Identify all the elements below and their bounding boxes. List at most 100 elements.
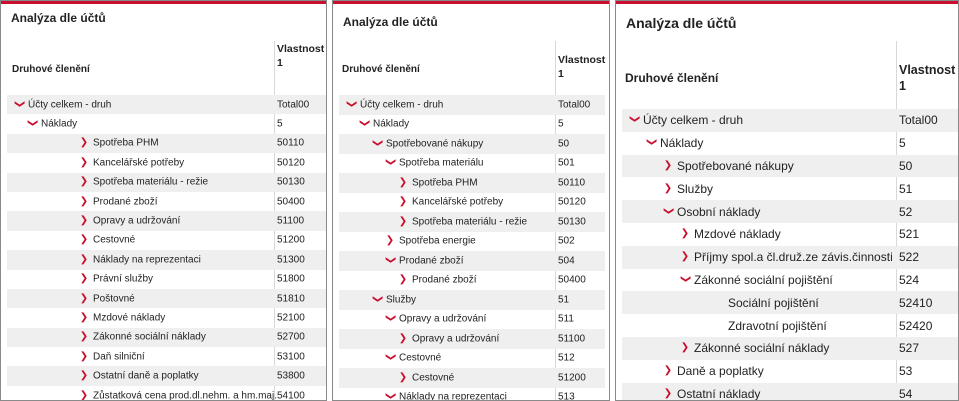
tree-row[interactable]: ❯ Náklady na reprezentaci 513 — [339, 388, 605, 401]
chevron-right-icon[interactable]: ❯ — [663, 365, 673, 377]
chevron-right-icon[interactable]: ❯ — [398, 332, 408, 344]
chevron-right-icon[interactable]: ❯ — [79, 331, 89, 343]
tree-row[interactable]: ❯ Zůstatková cena prod.dl.nehm. a hm.maj.… — [7, 386, 326, 401]
chevron-right-icon[interactable]: ❯ — [79, 253, 89, 265]
chevron-down-icon[interactable]: ❯ — [346, 99, 357, 108]
chevron-right-icon[interactable]: ❯ — [398, 215, 408, 227]
column-header-druhove-cleneni[interactable]: Druhové členění — [12, 64, 90, 75]
tree-row[interactable]: ❯ Účty celkem - druh Total00 — [622, 109, 958, 132]
tree-row[interactable]: ❯ Spotřeba PHM 50110 — [7, 133, 326, 154]
chevron-down-icon[interactable]: ❯ — [629, 115, 640, 124]
chevron-right-icon[interactable]: ❯ — [79, 311, 89, 323]
chevron-down-icon[interactable]: ❯ — [385, 255, 396, 264]
tree-row-value: 53800 — [277, 370, 305, 382]
chevron-right-icon[interactable]: ❯ — [79, 292, 89, 304]
tree-row[interactable]: ❯ Ostatní daně a poplatky 53800 — [7, 366, 326, 386]
tree-row[interactable]: ❯ Náklady na reprezentaci 51300 — [7, 250, 326, 270]
tree-row[interactable]: ❯ Daň silniční 53100 — [7, 347, 326, 366]
chevron-right-icon[interactable]: ❯ — [680, 342, 690, 354]
chevron-right-icon[interactable]: ❯ — [79, 389, 89, 401]
tree-row[interactable]: ❯ Spotřeba materiálu 501 — [339, 154, 605, 174]
tree-row[interactable]: ❯ Spotřeba PHM 50110 — [339, 173, 605, 193]
tree-row[interactable]: ❯ Spotřeba materiálu - režie 50130 — [7, 172, 326, 192]
chevron-down-icon[interactable]: ❯ — [359, 119, 370, 128]
tree-row[interactable]: ❯ Osobní náklady 52 — [622, 200, 958, 223]
tree-row[interactable]: ❯ Účty celkem - druh Total00 — [7, 95, 326, 115]
tree-row[interactable]: ❯ Ostatní náklady 54 — [622, 382, 958, 400]
chevron-down-icon[interactable]: ❯ — [646, 137, 657, 147]
tree-row[interactable]: ❯ Příjmy spol.a čl.druž.ze závis.činnosti… — [622, 245, 958, 269]
chevron-down-icon[interactable]: ❯ — [385, 314, 396, 323]
tree-row[interactable]: ❯ Opravy a udržování 511 — [339, 310, 605, 330]
tree-row-label: Služby — [677, 181, 714, 196]
tree-row[interactable]: ❯ Cestovné 51200 — [339, 368, 605, 388]
chevron-right-icon[interactable]: ❯ — [79, 176, 89, 188]
chevron-right-icon[interactable]: ❯ — [398, 196, 408, 208]
tree-row[interactable]: ❯ Kancelářské potřeby 50120 — [7, 153, 326, 172]
chevron-down-icon[interactable]: ❯ — [372, 138, 383, 147]
chevron-down-icon[interactable]: ❯ — [385, 353, 396, 362]
chevron-down-icon[interactable]: ❯ — [663, 206, 674, 215]
tree-row[interactable]: ❯ Účty celkem - druh Total00 — [339, 95, 605, 115]
tree-row[interactable]: ❯ Opravy a udržování 51100 — [7, 211, 326, 231]
column-header-vlastnost[interactable]: Vlastnost 1 — [277, 43, 324, 70]
tree-row[interactable]: ❯ Náklady 5 — [622, 132, 958, 155]
column-header-vlastnost[interactable]: Vlastnost 1 — [558, 54, 605, 81]
chevron-right-icon[interactable]: ❯ — [680, 251, 690, 263]
tree-row[interactable]: ❯ Spotřebované nákupy 50 — [622, 154, 958, 178]
chevron-down-icon[interactable]: ❯ — [385, 392, 396, 401]
chevron-right-icon[interactable]: ❯ — [398, 176, 408, 188]
chevron-right-icon[interactable]: ❯ — [385, 235, 395, 247]
chevron-right-icon[interactable]: ❯ — [79, 137, 89, 149]
tree-row[interactable]: ❯ Kancelářské potřeby 50120 — [339, 193, 605, 213]
column-header-vlastnost[interactable]: Vlastnost 1 — [899, 62, 955, 95]
tree-row-value: 51 — [899, 181, 913, 196]
tree-row[interactable]: ❯ Spotřeba energie 502 — [339, 232, 605, 252]
tree-row[interactable]: ❯ Prodané zboží 50400 — [7, 192, 326, 211]
tree-row[interactable]: ❯ Spotřeba materiálu - režie 50130 — [339, 212, 605, 232]
chevron-down-icon[interactable]: ❯ — [372, 294, 383, 303]
tree-row[interactable]: ❯ Služby 51 — [339, 290, 605, 310]
tree-row[interactable]: ❯ Prodané zboží 504 — [339, 251, 605, 271]
column-header-druhove-cleneni[interactable]: Druhové členění — [625, 71, 719, 85]
chevron-right-icon[interactable]: ❯ — [79, 273, 89, 285]
chevron-right-icon[interactable]: ❯ — [680, 228, 690, 240]
chevron-down-icon[interactable]: ❯ — [680, 274, 691, 284]
chevron-right-icon[interactable]: ❯ — [79, 215, 89, 227]
tree-row[interactable]: ❯ Služby 51 — [622, 177, 958, 200]
chevron-down-icon[interactable]: ❯ — [27, 118, 38, 128]
column-header-druhove-cleneni[interactable]: Druhové členění — [342, 64, 420, 75]
tree-row[interactable]: Zdravotní pojištění 52420 — [622, 314, 958, 337]
chevron-down-icon[interactable]: ❯ — [14, 99, 25, 108]
tree-row-label: Spotřeba PHM — [412, 177, 478, 189]
tree-row[interactable]: Sociální pojištění 52410 — [622, 291, 958, 315]
tree-row[interactable]: ❯ Náklady 5 — [7, 114, 326, 133]
chevron-right-icon[interactable]: ❯ — [663, 159, 673, 171]
tree-row[interactable]: ❯ Prodané zboží 50400 — [339, 271, 605, 291]
tree-row[interactable]: ❯ Mzdové náklady 521 — [622, 223, 958, 246]
chevron-right-icon[interactable]: ❯ — [398, 371, 408, 383]
tree-row[interactable]: ❯ Spotřebované nákupy 50 — [339, 134, 605, 154]
chevron-right-icon[interactable]: ❯ — [79, 350, 89, 362]
chevron-right-icon[interactable]: ❯ — [79, 156, 89, 168]
chevron-right-icon[interactable]: ❯ — [398, 274, 408, 286]
tree-row[interactable]: ❯ Daně a poplatky 53 — [622, 360, 958, 383]
tree-row[interactable]: ❯ Právní služby 51800 — [7, 270, 326, 289]
chevron-right-icon[interactable]: ❯ — [79, 195, 89, 207]
chevron-right-icon[interactable]: ❯ — [663, 182, 673, 194]
tree-row[interactable]: ❯ Zákonné sociální pojištění 524 — [622, 269, 958, 292]
tree-row[interactable]: ❯ Cestovné 51200 — [7, 231, 326, 250]
tree-row-label: Náklady — [660, 136, 704, 151]
tree-row[interactable]: ❯ Zákonné sociální náklady 527 — [622, 336, 958, 360]
chevron-right-icon[interactable]: ❯ — [79, 370, 89, 382]
tree-row[interactable]: ❯ Cestovné 512 — [339, 349, 605, 369]
tree-row[interactable]: ❯ Náklady 5 — [339, 115, 605, 135]
tree-row[interactable]: ❯ Zákonné sociální náklady 52700 — [7, 327, 326, 348]
chevron-down-icon[interactable]: ❯ — [385, 158, 396, 167]
chevron-right-icon[interactable]: ❯ — [663, 387, 673, 399]
tree-row[interactable]: ❯ Poštovné 51810 — [7, 288, 326, 309]
tree-row-value: 50 — [899, 158, 913, 173]
tree-row[interactable]: ❯ Mzdové náklady 52100 — [7, 308, 326, 327]
tree-row[interactable]: ❯ Opravy a udržování 51100 — [339, 329, 605, 349]
chevron-right-icon[interactable]: ❯ — [79, 234, 89, 246]
